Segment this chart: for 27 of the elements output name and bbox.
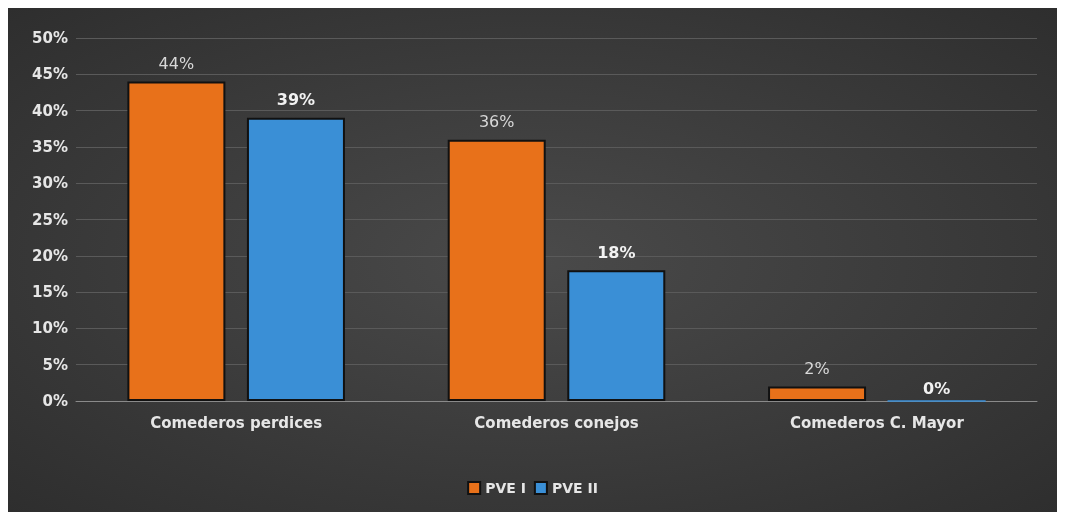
y-tick-label: 40% (32, 101, 68, 120)
y-tick-label: 30% (32, 174, 68, 193)
bar (246, 117, 345, 401)
y-tick-label: 15% (32, 283, 68, 302)
bar (768, 386, 867, 401)
bar (127, 81, 226, 401)
y-tick-label: 45% (32, 65, 68, 84)
y-tick-label: 20% (32, 246, 68, 265)
x-tick-label: Comederos conejos (474, 413, 639, 432)
data-label: 36% (478, 112, 515, 132)
bar (447, 139, 546, 401)
data-label: 18% (597, 242, 636, 262)
data-label: 2% (804, 358, 830, 378)
data-label: 0% (923, 379, 951, 398)
y-tick-label: 50% (32, 29, 68, 47)
y-tick-label: 5% (42, 355, 68, 374)
legend-label: PVE I (485, 480, 526, 496)
y-tick-label: 25% (32, 210, 68, 229)
y-tick-label: 35% (32, 137, 68, 156)
x-tick-label: Comederos C. Mayor (789, 413, 965, 432)
x-tick-label: Comederos perdices (150, 413, 323, 432)
legend-label: PVE II (551, 480, 598, 496)
bar (567, 270, 666, 401)
y-tick-label: 10% (32, 319, 68, 338)
data-label: 39% (276, 90, 316, 110)
y-tick-label: 0% (42, 392, 68, 410)
data-label: 44% (158, 54, 195, 74)
